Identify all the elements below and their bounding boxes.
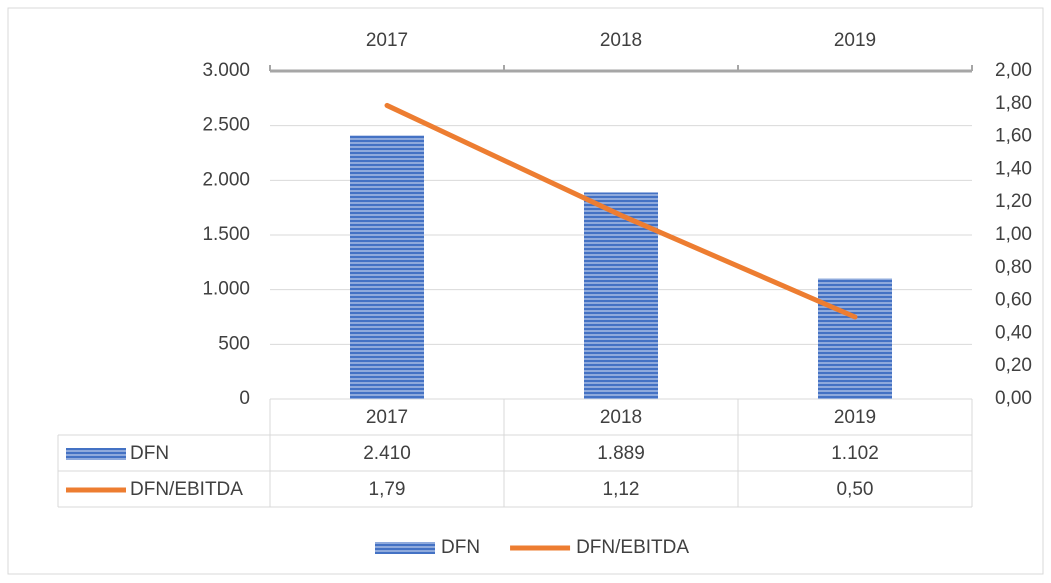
table-header: 2018 bbox=[600, 407, 642, 428]
table-header: 2017 bbox=[366, 407, 408, 428]
table-value: 1.889 bbox=[597, 443, 645, 464]
table-row-label: DFN bbox=[130, 443, 169, 464]
legend-label: DFN bbox=[441, 537, 480, 558]
table-value: 2.410 bbox=[363, 443, 411, 464]
top-category-label: 2017 bbox=[366, 30, 408, 51]
table-value: 1.102 bbox=[831, 443, 879, 464]
table-value: 1,12 bbox=[603, 479, 640, 500]
y2-tick-label: 1,40 bbox=[995, 158, 1032, 179]
y2-tick-label: 2,00 bbox=[995, 60, 1032, 81]
y2-tick-label: 1,20 bbox=[995, 191, 1032, 212]
y2-tick-label: 0,80 bbox=[995, 257, 1032, 278]
table-legend-key bbox=[66, 448, 126, 460]
table-value: 0,50 bbox=[837, 479, 874, 500]
y2-tick-label: 0,60 bbox=[995, 290, 1032, 311]
bar bbox=[818, 278, 892, 399]
table-value: 1,79 bbox=[369, 479, 406, 500]
y-tick-label: 2.000 bbox=[202, 169, 250, 190]
bar bbox=[584, 192, 658, 399]
line-series bbox=[384, 102, 858, 320]
legend-key bbox=[375, 542, 435, 554]
y-tick-label: 1.500 bbox=[202, 224, 250, 245]
y2-tick-label: 0,40 bbox=[995, 322, 1032, 343]
top-category-label: 2018 bbox=[600, 30, 642, 51]
y2-tick-label: 1,80 bbox=[995, 93, 1032, 114]
y-tick-label: 500 bbox=[218, 333, 250, 354]
table-header: 2019 bbox=[834, 407, 876, 428]
top-category-label: 2019 bbox=[834, 30, 876, 51]
y2-tick-label: 1,00 bbox=[995, 224, 1032, 245]
legend-label: DFN/EBITDA bbox=[576, 537, 689, 558]
y2-tick-label: 0,20 bbox=[995, 355, 1032, 376]
y2-tick-label: 1,60 bbox=[995, 126, 1032, 147]
y-tick-label: 3.000 bbox=[202, 60, 250, 81]
y-tick-label: 1.000 bbox=[202, 279, 250, 300]
table-row-label: DFN/EBITDA bbox=[130, 479, 243, 500]
y-tick-label: 2.500 bbox=[202, 115, 250, 136]
bar bbox=[350, 135, 424, 400]
y-tick-label: 0 bbox=[239, 388, 250, 409]
y2-tick-label: 0,00 bbox=[995, 388, 1032, 409]
